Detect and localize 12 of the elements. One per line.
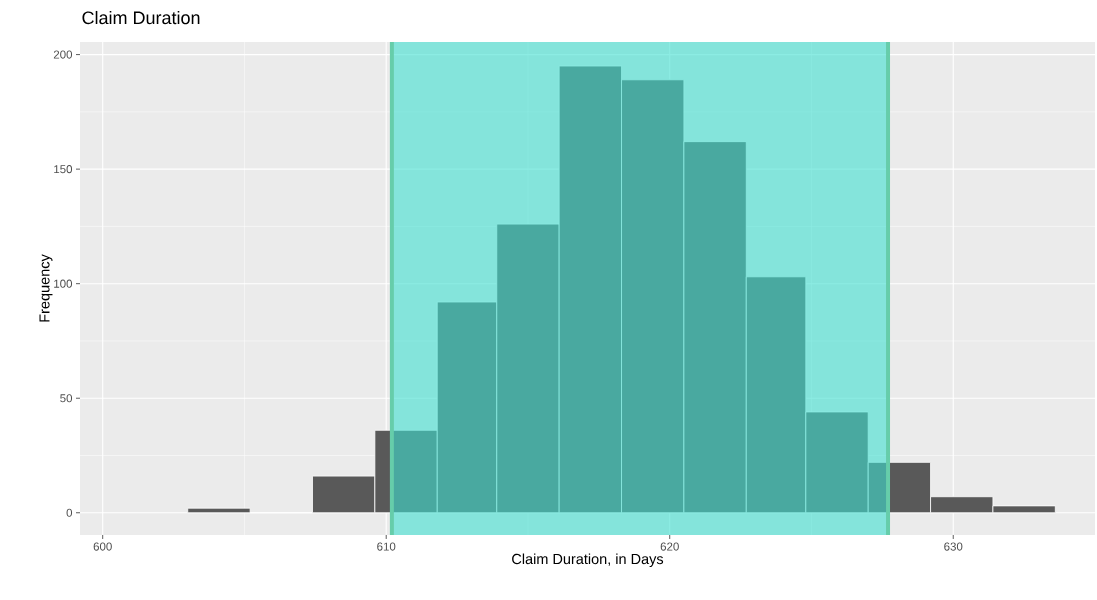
y-tick-label: 50: [60, 394, 73, 403]
chart-title: Claim Duration: [82, 10, 200, 25]
y-tick-label: 100: [54, 279, 73, 288]
y-tick-label: 0: [66, 508, 73, 517]
x-tick-label: 630: [944, 542, 963, 551]
x-tick-label: 610: [377, 542, 396, 551]
x-tick-label: 600: [93, 542, 112, 551]
x-tick-label: 620: [660, 542, 679, 551]
y-tick-label: 200: [53, 50, 73, 59]
y-tick-label: 150: [54, 165, 73, 174]
y-axis-title: Frequency: [39, 254, 53, 322]
x-axis-title: Claim Duration, in Days: [512, 553, 664, 568]
